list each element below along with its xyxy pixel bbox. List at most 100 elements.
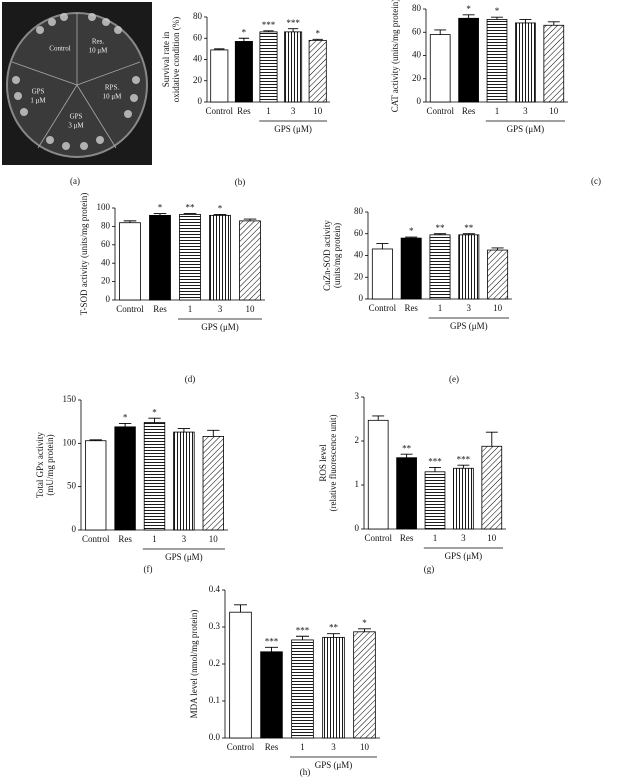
y-tick-label: 20 (412, 73, 422, 83)
error-bar (207, 429, 220, 437)
y-tick-label: 100 (97, 202, 111, 212)
x-tick-label: 1 (188, 304, 193, 314)
photo-label: Res. (92, 38, 105, 46)
bar (487, 249, 509, 300)
panel-label: (h) (300, 767, 311, 777)
y-tick-label: 80 (193, 11, 203, 21)
bar (85, 440, 107, 531)
x-tick-label: Res (265, 742, 279, 752)
x-tick-label: 3 (291, 106, 296, 116)
significance-label: ** (436, 223, 446, 233)
bar (515, 22, 536, 103)
y-tick-label: 40 (193, 54, 203, 64)
significance-label: *** (457, 454, 471, 464)
y-tick-label: 3 (355, 391, 360, 401)
error-bar (547, 21, 560, 26)
significance-label: * (152, 407, 157, 417)
y-tick-label: 0.0 (209, 732, 221, 742)
bar (229, 611, 252, 739)
bar (234, 41, 253, 103)
x-tick-label: Control (369, 303, 397, 313)
error-bar (213, 213, 227, 216)
photo-label: 1 μM (30, 97, 46, 105)
y-tick-label: 60 (193, 32, 203, 42)
error-bar (312, 38, 323, 41)
y-tick-label: 0.3 (209, 621, 221, 631)
photo: Control Res. 10 μM GPS 1 μM RPS. 10 μM G… (2, 2, 152, 165)
error-bar (376, 243, 389, 249)
bar (429, 234, 451, 300)
bar (202, 435, 224, 531)
panel-label: (f) (144, 564, 153, 574)
error-bar (153, 213, 167, 216)
y-axis-label: Survival rate in (161, 31, 171, 87)
significance-label: *** (265, 636, 279, 646)
significance-label: * (495, 6, 500, 16)
photo-label: RPS. (105, 84, 119, 92)
y-tick-label: 0 (198, 96, 203, 106)
error-bar (148, 417, 161, 423)
x-tick-label: 10 (493, 303, 503, 313)
y-axis-label: Total GPx activity (35, 432, 45, 498)
bar (173, 431, 195, 531)
error-bar (519, 19, 532, 23)
error-bar (238, 37, 250, 42)
y-tick-label: 50 (67, 481, 77, 491)
error-bar (400, 453, 413, 458)
y-tick-label: 0.4 (209, 584, 221, 594)
group-label: GPS (μM) (507, 124, 545, 134)
x-tick-label: Res (237, 106, 251, 116)
y-tick-label: 60 (354, 228, 364, 238)
significance-label: * (158, 203, 163, 213)
bar (481, 445, 503, 530)
error-bar (357, 628, 372, 632)
x-tick-label: 3 (461, 533, 466, 543)
error-bar (177, 428, 191, 433)
error-bar (233, 604, 248, 613)
error-bar (405, 236, 418, 239)
bar (284, 31, 303, 103)
group-label: GPS (μM) (201, 322, 239, 332)
significance-label: *** (262, 20, 276, 30)
bar (308, 39, 327, 103)
bar (322, 636, 345, 739)
error-bar (287, 28, 299, 32)
bar (260, 651, 283, 739)
bar (179, 214, 201, 301)
y-axis-label: MDA level (nmol/mg protein) (189, 610, 199, 719)
error-bar (243, 218, 257, 221)
x-tick-label: 1 (300, 742, 305, 752)
bar (367, 419, 389, 530)
x-tick-label: 10 (246, 304, 256, 314)
error-bar (326, 633, 341, 638)
y-tick-label: 0 (359, 293, 364, 303)
y-tick-label: 40 (101, 257, 111, 267)
panel-label: (g) (424, 564, 435, 574)
y-tick-label: 0 (72, 524, 77, 534)
x-tick-label: Res (462, 106, 476, 116)
x-tick-label: 10 (549, 106, 559, 116)
panel-label: (e) (449, 374, 459, 384)
panel-label: (d) (185, 374, 196, 384)
error-bar (485, 431, 498, 447)
significance-label: ** (402, 443, 412, 453)
y-tick-label: 100 (63, 437, 77, 447)
significance-label: * (466, 4, 471, 14)
panel-label: (c) (591, 176, 601, 186)
group-label: GPS (μM) (315, 760, 353, 770)
x-tick-label: 10 (313, 106, 323, 116)
y-tick-label: 0 (417, 96, 422, 106)
error-bar (118, 422, 132, 427)
y-axis-label: oxidative condition (%) (171, 17, 181, 102)
significance-label: *** (428, 456, 442, 466)
x-tick-label: 1 (438, 303, 443, 313)
y-tick-label: 0 (355, 523, 360, 533)
significance-label: *** (286, 18, 300, 28)
error-bar (491, 247, 504, 251)
photo-label: 10 μM (103, 93, 123, 101)
x-tick-label: 3 (467, 303, 472, 313)
y-axis-label: (units/mg protein) (332, 223, 342, 288)
photo-label: 10 μM (89, 47, 109, 55)
y-tick-label: 40 (412, 50, 422, 60)
